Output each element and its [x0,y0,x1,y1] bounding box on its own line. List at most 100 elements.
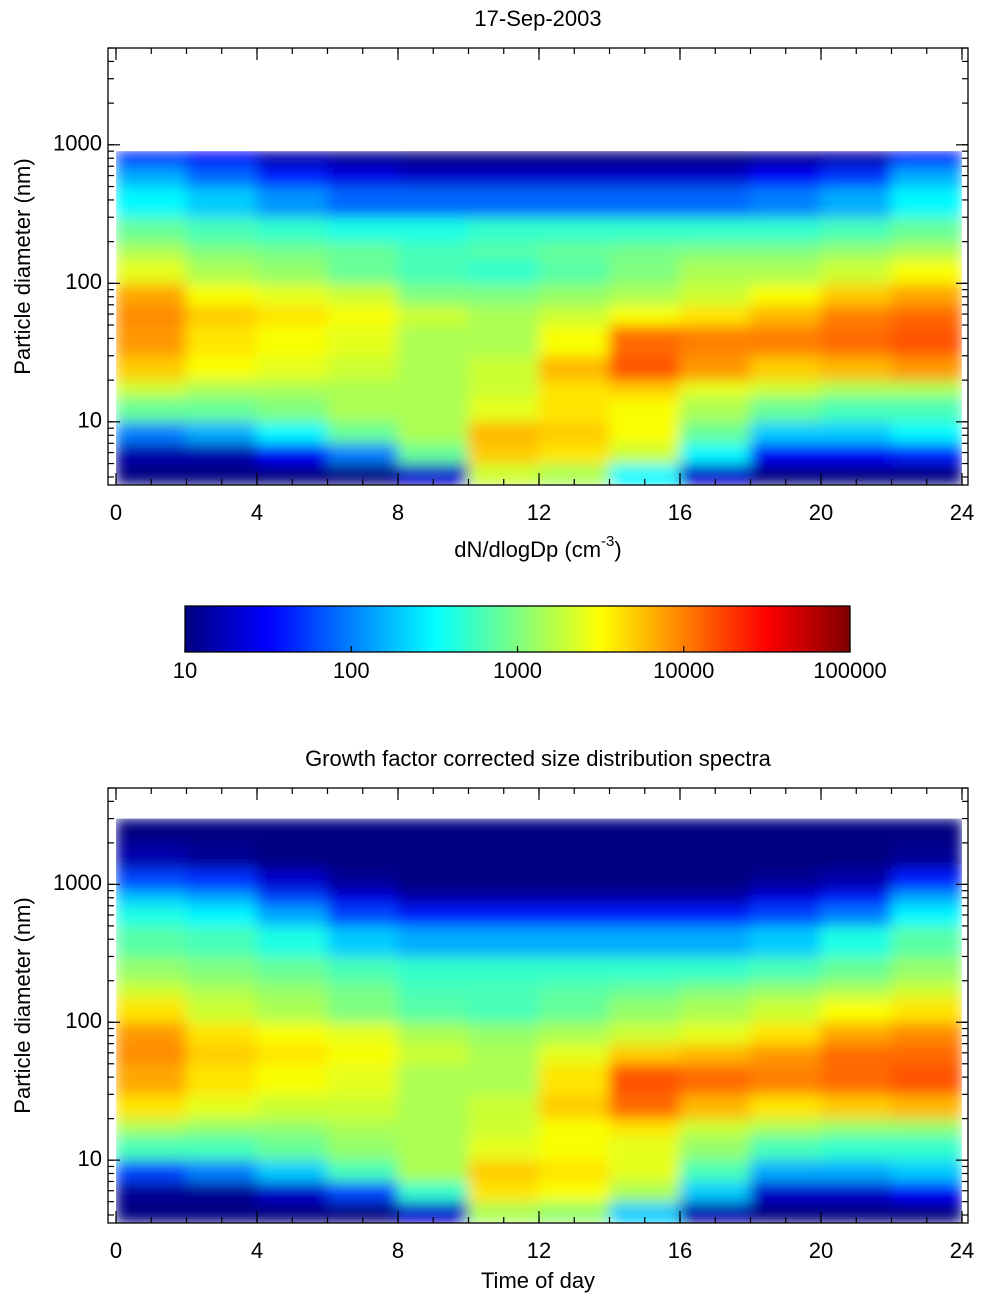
heatmap-cell [256,1135,328,1161]
heatmap-cell [538,1063,610,1095]
heatmap-cell [538,980,610,999]
heatmap-cell [750,868,822,892]
heatmap-cell [679,868,751,892]
heatmap-cell [468,1201,540,1224]
heatmap-cell [186,186,258,218]
heatmap [116,818,962,1224]
heatmap-cell [468,396,540,423]
heatmap-cell [397,1093,469,1120]
heatmap-cell [186,868,258,892]
y-tick-label: 10 [78,408,102,433]
heatmap-cell [397,868,469,892]
heatmap-cell [820,1135,892,1161]
heatmap-cell [327,1063,399,1095]
heatmap-cell [256,905,328,927]
heatmap-cell [538,241,610,260]
heatmap-cell [186,925,258,957]
heatmap-cell [116,980,187,999]
heatmap-cell [397,1021,469,1045]
heatmap-cell [468,165,540,188]
heatmap-cell [679,980,751,999]
heatmap-cell [609,842,681,870]
heatmap-cell [116,1118,187,1137]
heatmap-cell [538,1021,610,1045]
heatmap-cell [256,868,328,892]
heatmap-cell [538,324,610,357]
heatmap-cell [397,304,469,326]
heatmap-cell [397,396,469,423]
heatmap-cell [750,421,822,444]
heatmap-cell [609,186,681,218]
heatmap-cell [820,1201,892,1224]
heatmap-cell [468,379,540,398]
heatmap-cell [468,463,540,485]
heatmap-cell [750,186,822,218]
heatmap-cell [679,997,751,1023]
heatmap-cell [891,1118,962,1137]
heatmap-cell [891,997,962,1023]
heatmap-cell [116,842,187,870]
heatmap-cell [820,818,892,844]
heatmap-cell [538,216,610,243]
heatmap-cell [327,997,399,1023]
heatmap-cell [327,1118,399,1137]
heatmap-cell [820,1021,892,1045]
heatmap-cell [468,980,540,999]
heatmap-cell [256,1118,328,1137]
heatmap-cell [820,1180,892,1203]
heatmap-cell [609,421,681,444]
heatmap-cell [609,955,681,982]
heatmap-cell [397,905,469,927]
heatmap-cell [891,868,962,892]
heatmap-cell [256,980,328,999]
heatmap-cell [397,379,469,398]
heatmap-cell [186,442,258,465]
heatmap-cell [891,1063,962,1095]
x-tick-label: 12 [527,500,551,525]
heatmap-cell [679,1135,751,1161]
heatmap-cell [468,1135,540,1161]
heatmap-cell [397,1043,469,1065]
heatmap-cell [750,980,822,999]
heatmap-cell [820,463,892,485]
heatmap-cell [327,890,399,907]
heatmap-cell [609,442,681,465]
heatmap-cell [538,997,610,1023]
heatmap-cell [256,241,328,260]
heatmap-cell [750,241,822,260]
heatmap-cell [679,1180,751,1203]
heatmap-cell [186,1118,258,1137]
heatmap-cell [327,396,399,423]
heatmap-cell [538,1043,610,1065]
heatmap-cell [256,1063,328,1095]
heatmap-cell [468,1021,540,1045]
heatmap-cell [186,258,258,284]
heatmap-cell [186,165,258,188]
heatmap-cells [116,151,962,485]
heatmap-cell [820,1043,892,1065]
heatmap-cell [750,216,822,243]
heatmap-cell [750,1043,822,1065]
heatmap-cell [468,905,540,927]
heatmap-cell [256,925,328,957]
heatmap-cell [538,421,610,444]
heatmap-cell [820,842,892,870]
heatmap-cell [538,842,610,870]
heatmap-cell [256,997,328,1023]
heatmap-cell [891,1135,962,1161]
heatmap-cells [116,818,962,1224]
colorbar-tick-label: 100000 [813,658,886,683]
heatmap-cell [186,1063,258,1095]
heatmap-cell [538,925,610,957]
heatmap-cell [820,186,892,218]
heatmap-cell [327,282,399,306]
heatmap-cell [891,241,962,260]
heatmap-cell [820,379,892,398]
heatmap-cell [609,997,681,1023]
heatmap-cell [538,442,610,465]
heatmap-cell [186,905,258,927]
heatmap-cell [116,241,187,260]
heatmap-cell [256,1021,328,1045]
heatmap-cell [468,868,540,892]
heatmap-cell [750,151,822,167]
